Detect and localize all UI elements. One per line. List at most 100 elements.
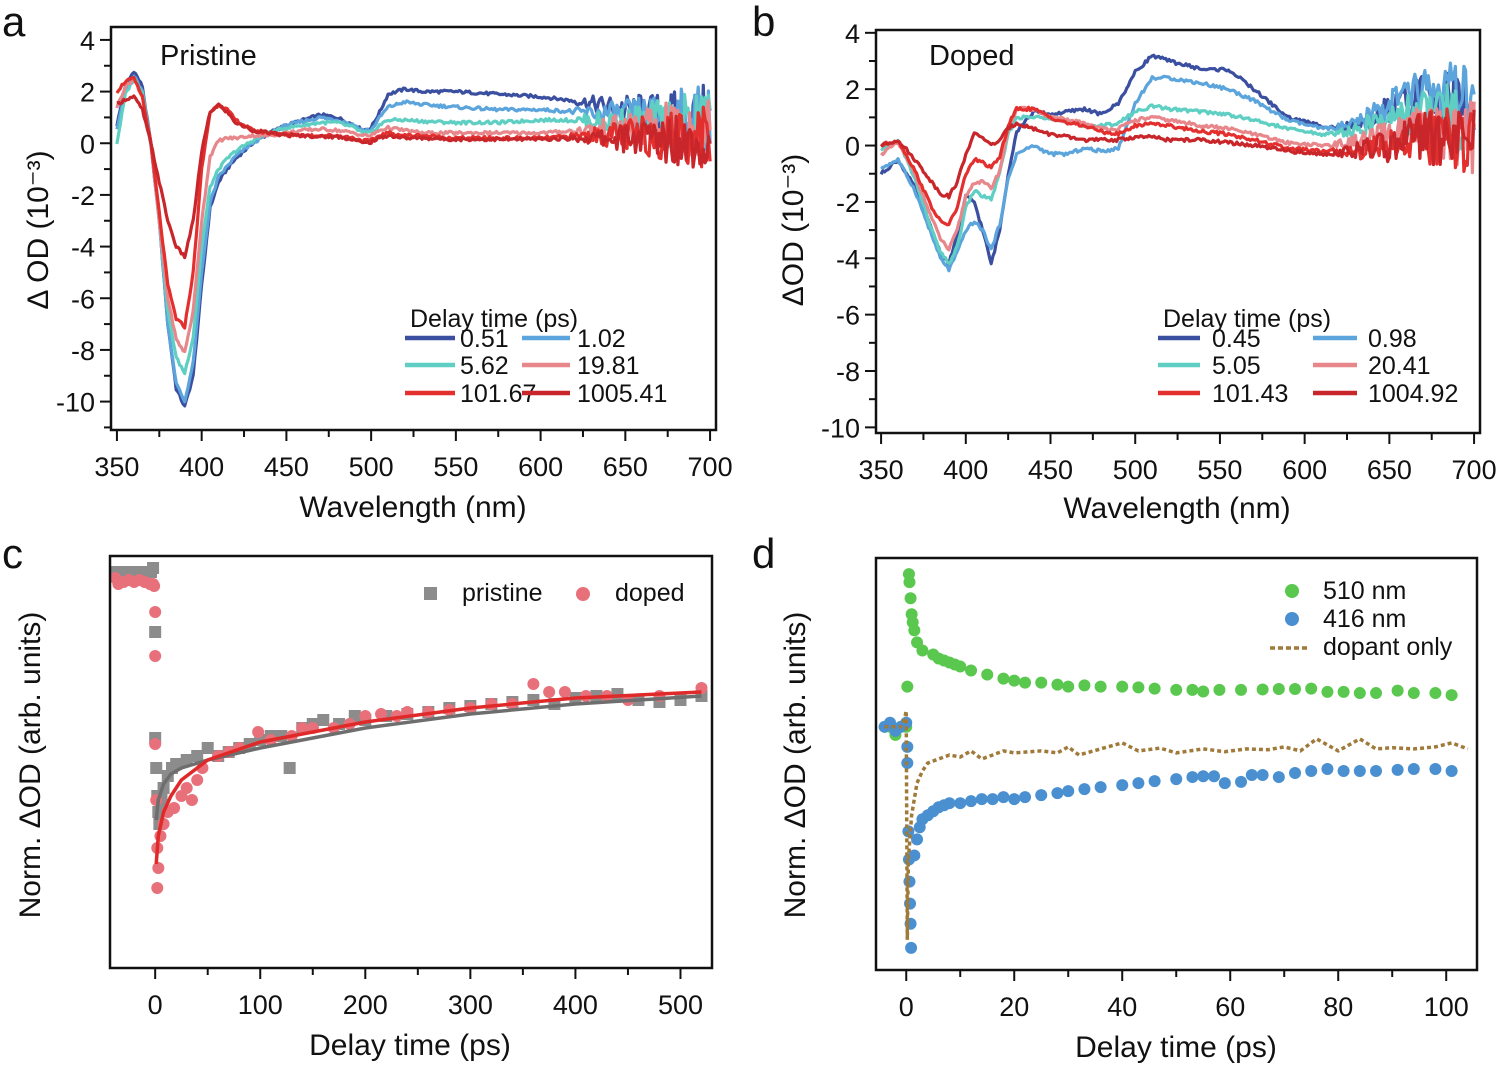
data-point-doped <box>149 650 162 662</box>
legend-label: 5.05 <box>1212 352 1261 380</box>
data-point-doped <box>296 722 309 734</box>
data-point-416-nm <box>1445 765 1458 778</box>
data-point-416-nm <box>1305 765 1318 778</box>
data-point-doped <box>191 774 204 786</box>
y-tick-label: -4 <box>836 244 860 274</box>
y-tick-label: 2 <box>845 75 860 105</box>
data-point-pristine <box>191 750 204 762</box>
data-point-510-nm <box>1272 683 1285 696</box>
series-line-5.05 <box>880 83 1476 265</box>
data-point-510-nm <box>1116 680 1129 693</box>
data-point-doped <box>149 738 162 750</box>
data-point-510-nm <box>908 624 921 637</box>
x-tick-label: 300 <box>448 990 493 1020</box>
panel-letter-a: a <box>2 0 26 45</box>
series-line-5.62 <box>115 77 712 376</box>
data-point-510-nm <box>1429 687 1442 700</box>
chart-panel-d: 0 20 40 60 80 100 Delay time (ps) Norm. ΔOD (ar… <box>779 556 1479 1064</box>
data-point-510-nm <box>1321 685 1334 698</box>
axes-frame <box>108 554 714 970</box>
data-point-510-nm <box>1148 682 1161 695</box>
series-line-0.98 <box>880 61 1476 273</box>
legend-marker-circle <box>576 587 590 601</box>
data-point-doped <box>149 606 162 618</box>
legend-label: 1.02 <box>577 325 626 353</box>
data-point-416-nm <box>1391 763 1404 776</box>
data-point-510-nm <box>1008 674 1021 687</box>
data-point-pristine <box>170 758 183 770</box>
data-point-510-nm <box>1186 683 1199 696</box>
data-point-doped <box>359 710 372 722</box>
y-tick-label: -2 <box>836 188 860 218</box>
x-tick-label: 400 <box>179 452 224 482</box>
data-point-510-nm <box>1078 679 1091 692</box>
data-point-510-nm <box>1337 685 1350 698</box>
data-point-510-nm <box>901 680 914 693</box>
data-point-416-nm <box>1094 781 1107 794</box>
plot-area <box>878 568 1469 954</box>
x-axis-label: Delay time (ps) <box>1075 1031 1277 1064</box>
data-point-416-nm <box>1321 763 1334 776</box>
data-point-510-nm <box>916 644 929 657</box>
y-tick-label: -8 <box>71 336 95 366</box>
x-tick-label: 500 <box>658 990 703 1020</box>
x-tick-label: 40 <box>1107 992 1137 1022</box>
data-point-doped <box>543 686 556 698</box>
x-tick-label: 350 <box>94 452 139 482</box>
y-tick-label: -6 <box>836 301 860 331</box>
x-tick-label: 60 <box>1215 992 1245 1022</box>
data-point-doped <box>527 678 540 690</box>
data-point-pristine <box>150 762 163 774</box>
series-line-1004.92 <box>879 109 1476 200</box>
chart-panel-c: 0 100 200 300 400 500 Delay time (ps) Norm. ΔOD… <box>14 554 714 1062</box>
panel-letter-c: c <box>2 530 23 577</box>
data-point-510-nm <box>1094 680 1107 693</box>
data-point-510-nm <box>903 576 916 589</box>
x-tick-label: 700 <box>1452 455 1497 485</box>
data-point-510-nm <box>1235 683 1248 696</box>
y-tick-label: -10 <box>821 413 860 443</box>
plot-area <box>110 562 708 894</box>
y-tick-label: 4 <box>80 26 95 56</box>
legend-label: 416 nm <box>1323 605 1406 633</box>
data-point-416-nm <box>1062 785 1075 798</box>
data-point-416-nm <box>1186 771 1199 784</box>
data-point-510-nm <box>1353 687 1366 700</box>
data-point-doped <box>180 782 193 794</box>
data-point-416-nm <box>1148 775 1161 788</box>
data-point-416-nm <box>1019 791 1032 804</box>
data-point-416-nm <box>986 793 999 806</box>
data-point-pristine <box>149 626 162 638</box>
data-point-510-nm <box>981 668 994 681</box>
data-point-416-nm <box>1353 765 1366 778</box>
series-line-1.02 <box>115 74 712 404</box>
data-point-416-nm <box>1245 769 1258 782</box>
legend-label: 0.45 <box>1212 325 1261 353</box>
data-point-510-nm <box>1197 685 1210 698</box>
x-tick-label: 500 <box>1113 455 1158 485</box>
data-point-510-nm <box>1370 687 1383 700</box>
data-point-doped <box>375 708 388 720</box>
y-tick-label: 0 <box>845 132 860 162</box>
data-point-510-nm <box>1305 682 1318 695</box>
legend-label: 1005.41 <box>577 380 667 408</box>
x-tick-label: 500 <box>349 452 394 482</box>
x-tick-label: 650 <box>1367 455 1412 485</box>
data-point-416-nm <box>905 941 918 954</box>
data-point-416-nm <box>1197 770 1210 783</box>
panel-letter-b: b <box>752 0 775 45</box>
data-point-416-nm <box>1051 787 1064 800</box>
data-point-416-nm <box>1116 779 1129 792</box>
plot-area <box>115 70 712 408</box>
panel-letter-d: d <box>752 530 775 577</box>
y-tick-label: -8 <box>836 357 860 387</box>
data-point-510-nm <box>965 664 978 677</box>
data-point-pristine <box>317 714 330 726</box>
data-point-510-nm <box>904 592 917 605</box>
data-point-doped <box>148 580 161 592</box>
chart-panel-b: 350 400 450 500 550 600 650 700 -10 -8 -6 -4 -2 0 2 4 Wa… <box>777 19 1497 525</box>
data-point-510-nm <box>1019 676 1032 689</box>
data-point-doped <box>252 726 265 738</box>
x-tick-label: 550 <box>433 452 478 482</box>
